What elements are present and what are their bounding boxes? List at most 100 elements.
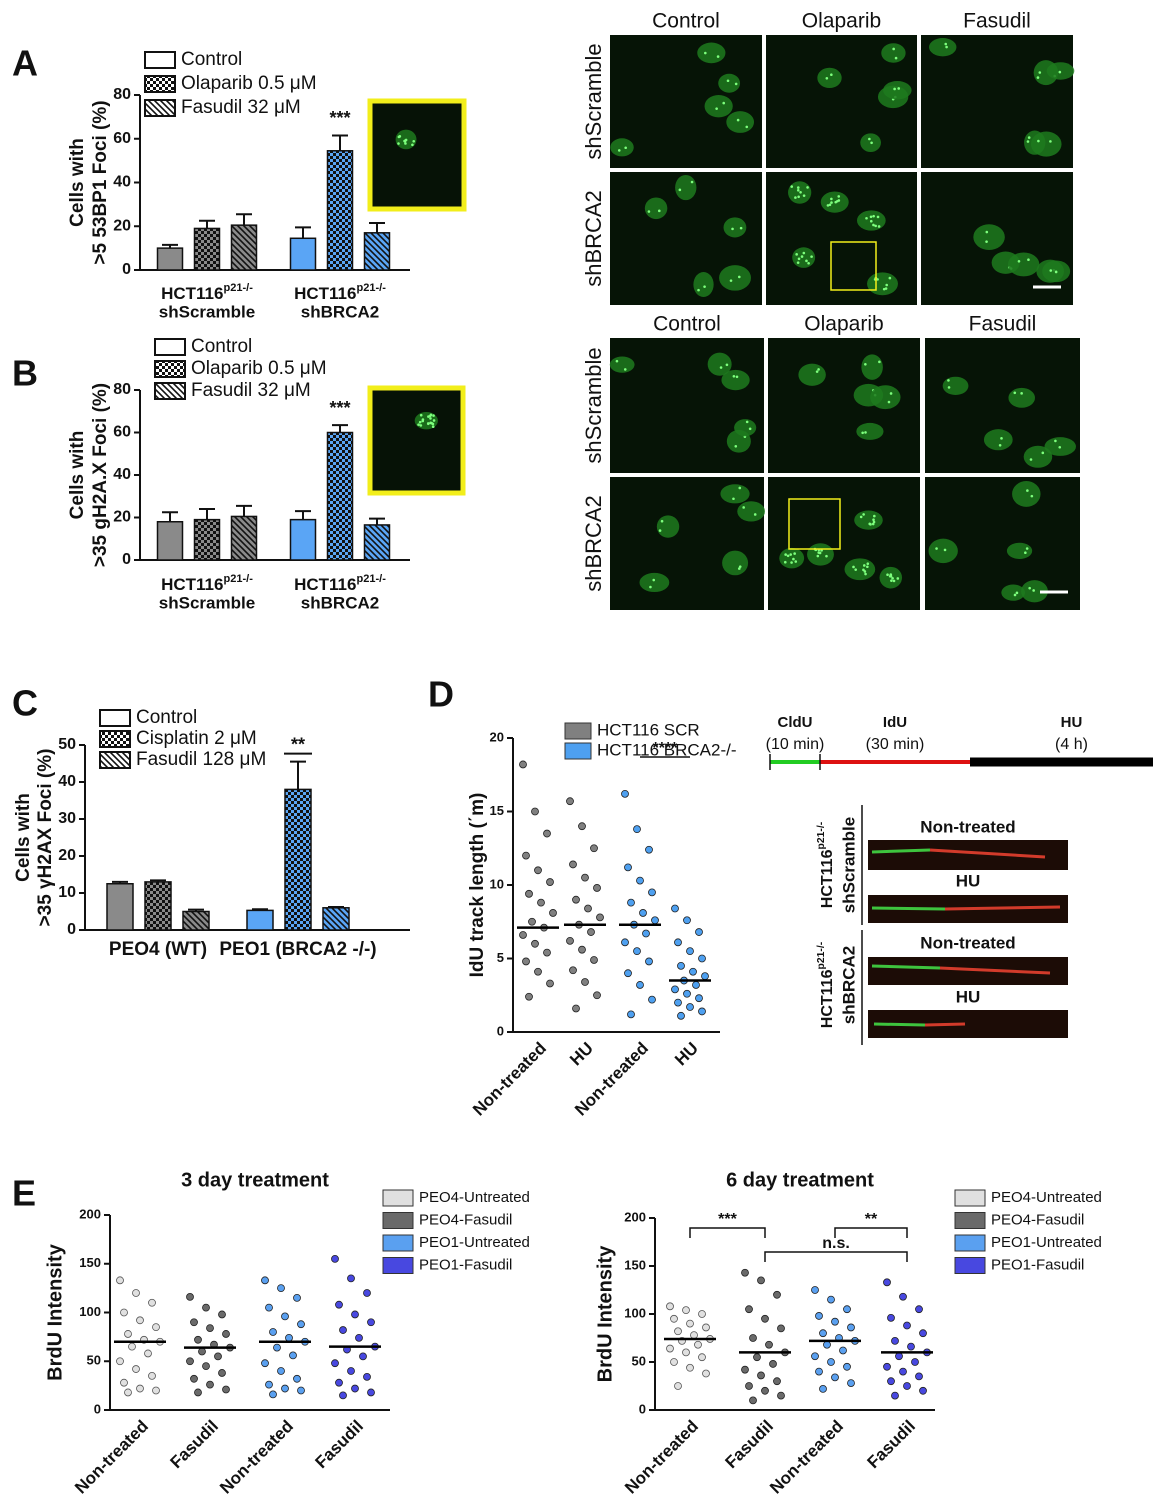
- focus: [859, 515, 863, 519]
- data-point: [753, 1353, 761, 1362]
- focus: [690, 180, 694, 184]
- nucleus: [720, 484, 750, 504]
- data-point: [645, 845, 653, 854]
- legend-label: PEO1-Untreated: [991, 1234, 1102, 1251]
- nucleus: [1006, 542, 1033, 559]
- nucleus: [779, 547, 805, 569]
- data-point: [811, 1352, 819, 1361]
- data-point: [648, 995, 656, 1004]
- y-tick-label: 150: [79, 1255, 101, 1270]
- error-bar: [332, 424, 348, 433]
- micrograph: [610, 35, 762, 168]
- fiber-red: [929, 848, 1046, 859]
- focus: [872, 214, 875, 218]
- data-point: [537, 898, 545, 907]
- data-point: [843, 1362, 851, 1371]
- significance: **: [291, 734, 305, 754]
- data-point: [689, 967, 697, 976]
- y-tick-label: 60: [113, 424, 131, 441]
- data-point: [132, 1289, 140, 1297]
- data-point: [525, 889, 533, 898]
- data-point: [847, 1323, 855, 1332]
- legend-swatch: [154, 360, 186, 378]
- data-point: [581, 873, 589, 882]
- error-bar: [295, 226, 311, 239]
- y-axis-label: BrdU Intensity: [44, 1243, 66, 1381]
- micrograph: [768, 477, 920, 610]
- data-point: [887, 1313, 895, 1322]
- category-label: HCT116p21-/-: [816, 821, 836, 908]
- data-point: [683, 989, 691, 998]
- data-point: [116, 1357, 124, 1366]
- focus: [945, 45, 948, 49]
- data-point: [627, 898, 635, 907]
- data-point: [695, 928, 703, 936]
- nucleus: [883, 80, 912, 100]
- focus: [1029, 458, 1033, 461]
- data-point: [363, 1289, 371, 1297]
- data-point: [639, 909, 647, 917]
- focus: [1049, 140, 1052, 143]
- data-point: [666, 1302, 674, 1311]
- y-tick-label: 80: [113, 381, 131, 398]
- focus: [745, 420, 749, 424]
- focus: [894, 56, 898, 60]
- nucleus: [723, 217, 747, 238]
- nucleus: [798, 363, 826, 386]
- data-point: [683, 916, 691, 925]
- nucleus: [639, 572, 670, 593]
- data-point: [531, 807, 539, 816]
- focus: [1049, 269, 1053, 272]
- data-point: [132, 1365, 140, 1373]
- y-tick-label: 200: [624, 1209, 646, 1224]
- data-point: [261, 1359, 269, 1368]
- focus: [697, 288, 700, 292]
- bar: [289, 518, 317, 561]
- y-axis-label: IdU track length (΄m): [467, 793, 488, 978]
- data-point: [621, 789, 629, 798]
- focus: [397, 142, 400, 145]
- nucleus: [726, 111, 755, 133]
- data-point: [819, 1384, 827, 1393]
- data-point: [331, 1254, 339, 1263]
- legend-label: Olaparib 0.5 μM: [181, 73, 317, 94]
- y-tick-label: 20: [58, 847, 76, 864]
- focus: [1025, 547, 1029, 550]
- focus: [830, 73, 833, 77]
- panel-label: E: [12, 1173, 36, 1214]
- focus: [892, 579, 896, 583]
- data-point: [347, 1367, 355, 1375]
- data-point: [587, 928, 595, 936]
- nucleus: [675, 174, 697, 201]
- data-point: [815, 1367, 823, 1376]
- data-point: [186, 1357, 194, 1366]
- label-part: HCT116: [161, 575, 223, 594]
- data-point: [289, 1351, 297, 1360]
- focus: [1054, 270, 1058, 274]
- focus: [862, 564, 866, 567]
- y-tick-label: 10: [490, 876, 504, 891]
- data-point: [839, 1346, 847, 1355]
- column-label: Fasudil: [969, 313, 1037, 336]
- significance-bracket: [689, 1227, 766, 1238]
- fiber-images: [868, 840, 1068, 1038]
- row-label: shScramble: [581, 43, 606, 159]
- category-label: Non-treated: [469, 1039, 550, 1120]
- data-point: [769, 1360, 777, 1368]
- y-axis-label: Cells with: [67, 138, 88, 227]
- category-label: HCT116p21-/-: [161, 282, 253, 304]
- data-point: [347, 1274, 355, 1283]
- data-point: [281, 1312, 289, 1321]
- column-label: Olaparib: [804, 313, 883, 336]
- focus: [935, 547, 938, 550]
- legend-swatch: [954, 1257, 986, 1274]
- nucleus: [807, 543, 834, 566]
- focus: [736, 118, 740, 122]
- data-point: [367, 1318, 375, 1327]
- legend-label: PEO4-Untreated: [419, 1189, 530, 1206]
- condition-label: HU: [956, 987, 981, 1006]
- significance: ***: [718, 1211, 737, 1228]
- nucleus: [854, 510, 883, 530]
- data-point: [698, 1007, 706, 1016]
- focus: [878, 360, 881, 364]
